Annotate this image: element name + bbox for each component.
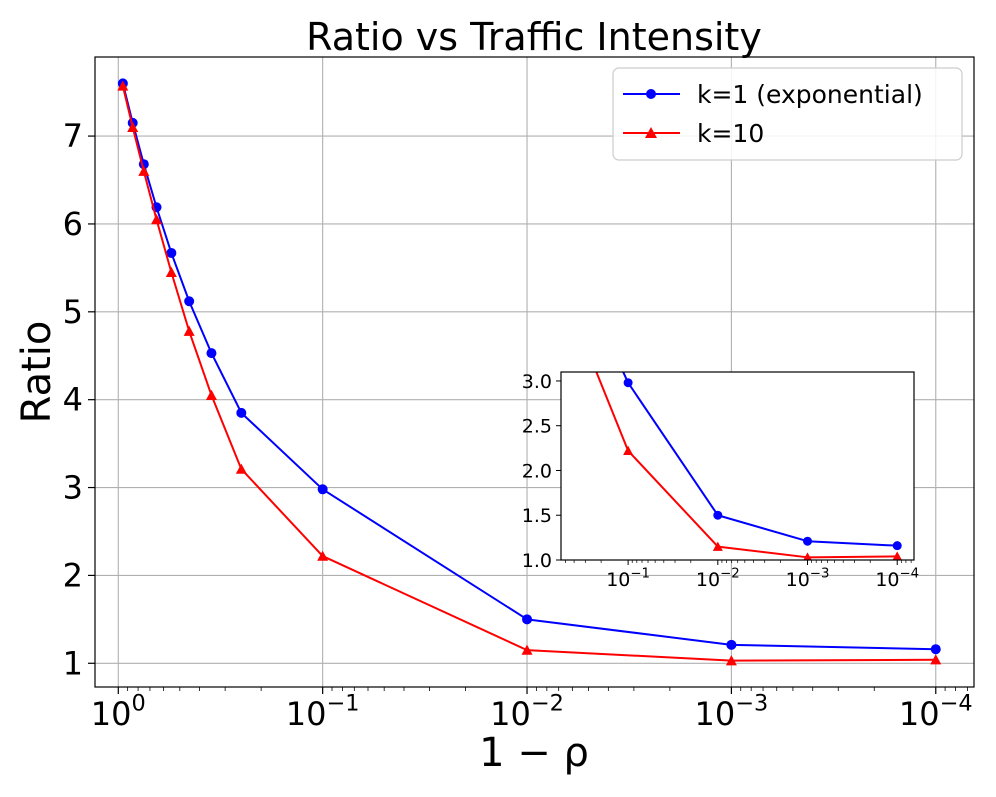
- main-point-k1-10: [726, 639, 737, 650]
- main-point-k10-1: [127, 121, 139, 132]
- main-point-k10-11: [930, 654, 942, 665]
- main-point-k10-8: [317, 550, 329, 561]
- x-tick-label: 10−2: [490, 691, 564, 733]
- inset-point-k1-1: [623, 378, 633, 388]
- main-point-k10-10: [725, 655, 737, 666]
- legend-marker-k1: [646, 89, 656, 99]
- main-point-k10-7: [235, 463, 247, 474]
- x-tick-label: 100: [91, 691, 146, 733]
- inset-point-k10-1: [623, 445, 634, 456]
- main-point-k1-7: [236, 407, 247, 418]
- main-point-k1-5: [184, 296, 195, 307]
- x-tick-label: 10−1: [286, 691, 360, 733]
- inset-point-k1-4: [892, 541, 902, 551]
- legend: k=1 (exponential) k=10: [612, 67, 963, 161]
- legend-label-k1: k=1 (exponential): [697, 80, 923, 109]
- inset-background: [561, 372, 914, 560]
- main-grid: [95, 57, 974, 687]
- x-tick-label: 10−3: [695, 691, 769, 733]
- inset-x-tick-label: 10−2: [696, 566, 740, 591]
- y-axis-label: Ratio: [14, 321, 60, 424]
- main-line-k10: [121, 85, 936, 662]
- inset-point-k10-3: [803, 552, 812, 560]
- main-point-k10-2: [138, 165, 150, 176]
- inset-y-tick-label: 2.0: [522, 460, 552, 482]
- legend-marker-k10: [645, 127, 657, 138]
- main-axis-ticks: 100 10−1 10−2 10−3 10−4 1 2 3 4 5 6 7: [63, 117, 973, 733]
- y-tick-label: 3: [63, 469, 83, 507]
- inset-point-k10-0: [587, 357, 597, 366]
- chart-title: Ratio vs Traffic Intensity: [306, 15, 762, 59]
- x-tick-label: 10−4: [899, 691, 973, 733]
- y-tick-label: 4: [63, 381, 83, 419]
- inset-y-tick-label: 1.5: [522, 505, 552, 527]
- inset-y-tick-label: 2.5: [522, 416, 552, 438]
- main-point-k10-6: [205, 389, 217, 400]
- y-tick-label: 6: [63, 205, 83, 243]
- legend-box: [612, 67, 963, 161]
- inset-x-tick-label: 10−1: [606, 566, 650, 591]
- inset-point-k1-2: [713, 510, 723, 520]
- main-point-k10-5: [183, 325, 195, 336]
- main-point-k1-6: [206, 348, 217, 359]
- y-tick-label: 7: [63, 117, 83, 155]
- y-tick-label: 2: [63, 556, 83, 594]
- inset-point-k10-2: [712, 541, 723, 551]
- inset-y-tick-label: 1.0: [522, 550, 552, 572]
- inset-x-tick-label: 10−3: [786, 566, 830, 591]
- main-point-k1-11: [930, 644, 941, 655]
- main-plot-frame: [94, 56, 975, 688]
- inset-chart: 10−1 10−2 10−3 10−4 1.0 1.5 2.0 2.5 3.0: [522, 300, 919, 591]
- inset-axis-ticks: 10−1 10−2 10−3 10−4 1.0 1.5 2.0 2.5 3.0: [522, 371, 919, 591]
- inset-point-k1-3: [803, 536, 813, 546]
- main-point-k10-0: [117, 80, 129, 91]
- main-point-k10-4: [165, 266, 177, 277]
- main-point-k1-4: [166, 247, 177, 258]
- main-series: [117, 78, 942, 666]
- x-axis-label: 1 − ρ: [479, 730, 589, 776]
- inset-series: [587, 300, 902, 560]
- main-point-k10-3: [151, 214, 163, 225]
- inset-x-tick-label: 10−4: [875, 566, 919, 591]
- main-point-k1-8: [317, 484, 328, 495]
- main-point-k1-9: [522, 614, 533, 625]
- inset-point-k10-4: [892, 551, 902, 560]
- main-point-k10-9: [521, 644, 533, 655]
- y-tick-label: 1: [63, 644, 83, 682]
- inset-point-k1-0: [588, 300, 597, 309]
- y-tick-label: 5: [63, 293, 83, 331]
- inset-frame: [560, 371, 915, 561]
- legend-label-k10: k=10: [697, 119, 764, 148]
- inset-y-tick-label: 3.0: [522, 371, 552, 393]
- main-line-k1: [121, 83, 936, 651]
